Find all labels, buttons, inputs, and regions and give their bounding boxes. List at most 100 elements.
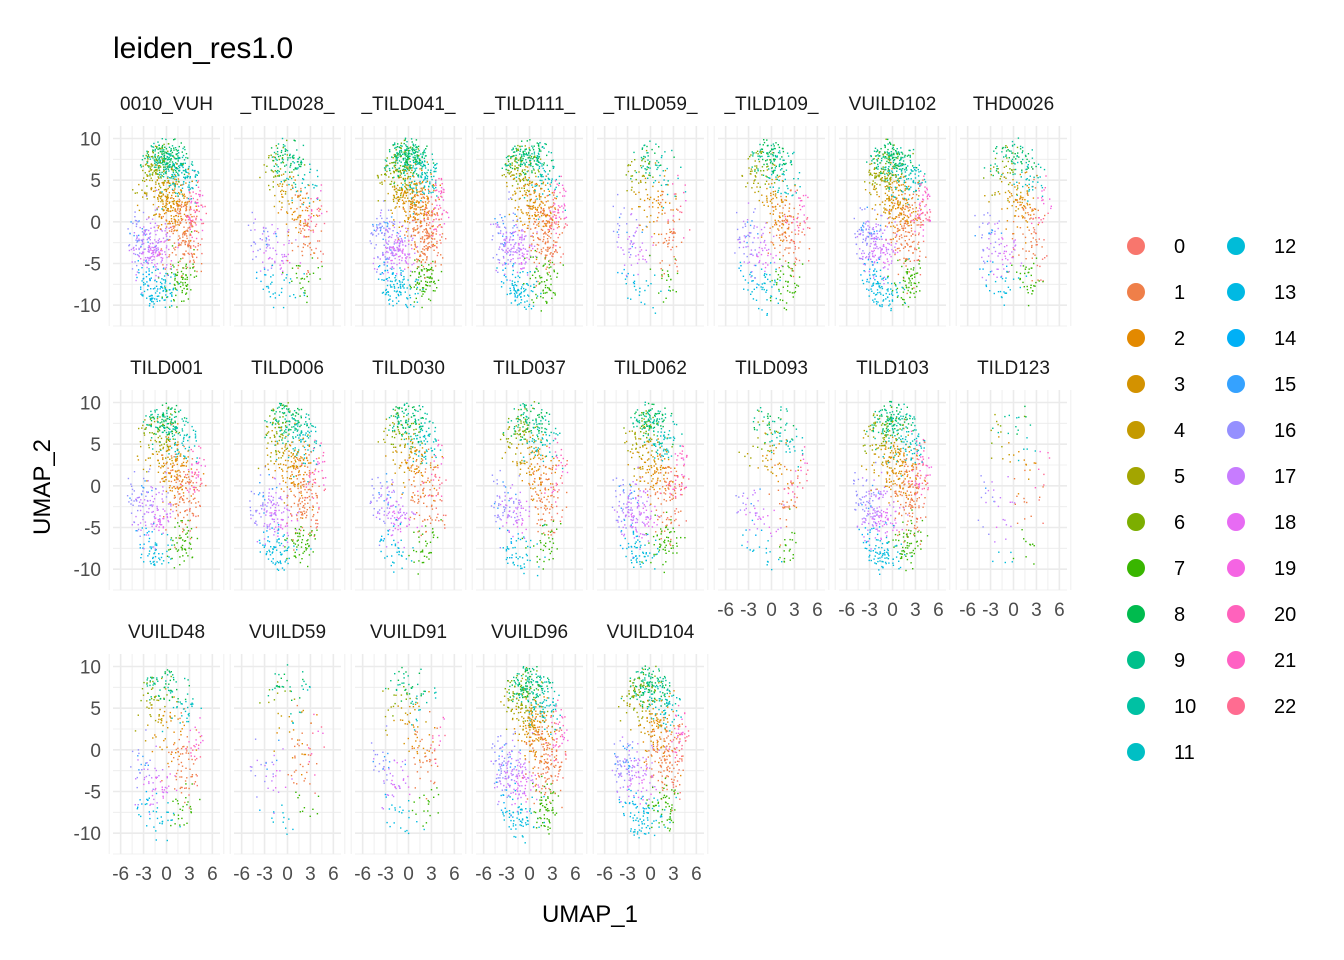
cell-point	[513, 292, 516, 295]
cell-point	[148, 156, 151, 158]
cell-point	[287, 159, 289, 161]
cell-point	[410, 138, 413, 140]
cell-point	[389, 228, 391, 230]
cell-point	[377, 177, 379, 179]
cell-point	[183, 159, 186, 161]
cell-point	[627, 238, 629, 240]
cell-point	[656, 220, 658, 222]
cell-point	[161, 199, 163, 201]
cell-point	[161, 138, 163, 140]
cell-point	[517, 280, 519, 283]
cell-point	[185, 182, 187, 184]
cell-point	[152, 288, 155, 290]
cell-point	[148, 245, 151, 248]
cell-point	[177, 205, 179, 208]
cell-point	[302, 197, 304, 199]
cell-point	[165, 226, 168, 228]
cell-point	[535, 163, 537, 165]
cell-point	[526, 204, 528, 207]
cell-point	[309, 273, 311, 275]
cell-point	[426, 161, 428, 163]
cell-point	[658, 146, 660, 148]
cell-point	[193, 240, 195, 242]
cell-point	[423, 193, 425, 196]
cell-point	[508, 173, 510, 175]
cell-point	[529, 159, 532, 161]
cell-point	[652, 176, 654, 178]
cell-point	[379, 222, 381, 225]
cell-point	[561, 205, 563, 207]
cell-point	[319, 199, 321, 202]
cell-point	[291, 242, 293, 244]
cell-point	[418, 273, 420, 275]
cell-point	[522, 230, 524, 232]
cell-point	[392, 157, 394, 159]
cell-point	[771, 170, 773, 172]
cell-point	[395, 146, 397, 149]
cell-point	[778, 229, 780, 231]
cell-point	[162, 201, 164, 203]
cell-point	[154, 222, 157, 224]
cell-point	[176, 192, 179, 195]
cell-point	[423, 196, 425, 199]
cell-point	[551, 206, 554, 208]
cell-point	[418, 271, 420, 274]
cell-point	[165, 170, 167, 172]
cell-point	[188, 200, 190, 203]
cell-point	[397, 174, 399, 177]
cell-point	[534, 199, 537, 201]
cell-point	[263, 266, 266, 269]
cell-point	[538, 196, 541, 198]
cell-point	[562, 211, 564, 213]
cell-point	[551, 255, 553, 257]
cell-point	[549, 183, 551, 185]
cell-point	[294, 210, 296, 213]
cell-point	[159, 253, 161, 255]
cell-point	[281, 189, 283, 191]
cell-point	[167, 153, 170, 155]
cell-point	[303, 174, 306, 176]
cell-point	[521, 187, 523, 189]
cell-point	[189, 177, 191, 179]
cell-point	[387, 209, 390, 211]
cell-point	[525, 165, 527, 168]
cell-point	[200, 204, 202, 206]
cell-point	[515, 176, 518, 178]
cell-point	[289, 295, 291, 297]
cell-point	[428, 210, 430, 212]
cell-point	[160, 200, 162, 203]
facet-panel: _TILD041_	[350, 94, 467, 327]
panel-points	[612, 140, 691, 314]
cell-point	[509, 279, 511, 282]
cell-point	[156, 189, 158, 191]
cell-point	[157, 242, 159, 244]
cell-point	[394, 162, 397, 164]
cell-point	[406, 297, 408, 299]
cell-point	[440, 254, 442, 256]
cell-point	[164, 282, 166, 284]
cell-point	[266, 165, 268, 167]
cell-point	[322, 253, 324, 255]
cell-point	[526, 257, 528, 259]
cell-point	[161, 283, 163, 285]
cell-point	[398, 239, 400, 241]
cell-point	[174, 226, 176, 228]
cell-point	[525, 191, 527, 194]
cell-point	[762, 174, 765, 176]
cell-point	[287, 260, 289, 262]
cell-point	[191, 216, 193, 218]
cell-point	[399, 174, 401, 176]
cell-point	[546, 154, 548, 157]
cell-point	[383, 221, 385, 223]
cell-point	[197, 180, 200, 182]
cell-point	[144, 234, 147, 236]
cell-point	[552, 216, 554, 218]
cell-point	[403, 192, 405, 194]
cell-point	[509, 253, 512, 256]
cell-point	[509, 254, 511, 256]
cell-point	[417, 232, 419, 234]
cell-point	[779, 244, 781, 247]
cell-point	[150, 249, 152, 251]
cell-point	[177, 174, 179, 176]
cell-point	[805, 194, 807, 197]
